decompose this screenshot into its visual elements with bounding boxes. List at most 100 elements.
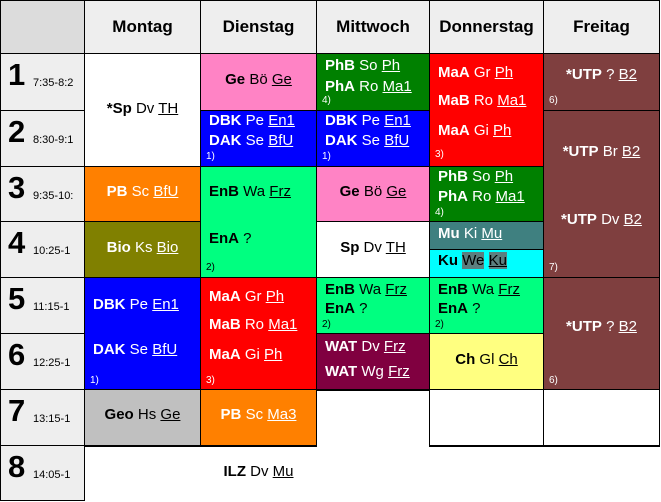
footnote-marker: 2) bbox=[206, 262, 215, 273]
room: B2 bbox=[621, 143, 641, 160]
day-header-montag: Montag bbox=[84, 0, 201, 54]
lesson-line: Bio Ks Bio bbox=[85, 239, 200, 256]
lesson-mi-wat: WAT Dv Frz WAT Wg Frz bbox=[316, 333, 430, 390]
lesson-line: MaB Ro Ma1 bbox=[209, 316, 297, 333]
teacher: Bo bbox=[365, 439, 377, 449]
room: TH bbox=[158, 100, 179, 117]
teacher: Kw bbox=[365, 418, 379, 428]
lesson-mi-dbk: DBK Pe En1 DAK Se BfU 1) bbox=[316, 110, 430, 167]
lesson-mo-dbk: DBK Pe En1 DAK Se BfU 1) bbox=[84, 277, 201, 390]
subject: *SAS bbox=[335, 449, 358, 460]
period-header: 6 12:25-1 bbox=[0, 333, 85, 390]
subject: EnA bbox=[209, 230, 239, 247]
teacher: Gi bbox=[244, 346, 260, 363]
room: TH bbox=[387, 407, 399, 418]
subject: MaA bbox=[209, 288, 241, 305]
room: BfU bbox=[384, 132, 410, 149]
room: En3 bbox=[387, 481, 404, 491]
empty-slot bbox=[429, 445, 544, 447]
period-time: 11:15-1 bbox=[33, 301, 70, 313]
lesson-mi-sp: Sp Dv TH bbox=[316, 221, 430, 278]
lesson-line: EnB Wa Frz bbox=[438, 281, 520, 298]
empty-slot bbox=[543, 389, 660, 446]
lesson-line: DBK Pe En1 bbox=[325, 112, 411, 129]
lesson-line: *UTP ? B2 bbox=[544, 66, 659, 83]
subject: *SAS bbox=[335, 460, 358, 470]
lesson-mo-ler: LER Wg Frz LER Wa Frz bbox=[84, 445, 201, 492]
period-time: 14:05-1 bbox=[33, 469, 71, 481]
subject: WAT bbox=[325, 338, 358, 355]
teacher: Pe bbox=[129, 296, 149, 313]
lesson-do-ch: Ch Gl Ch bbox=[429, 333, 544, 390]
subject: DBK bbox=[93, 296, 126, 313]
teacher: Wa bbox=[243, 183, 266, 200]
teacher: Bö bbox=[363, 183, 383, 200]
period-number: 7 bbox=[8, 393, 26, 428]
teacher: ? bbox=[243, 230, 252, 247]
lesson-do-ph: PhB So Ph PhA Ro Ma1 4) bbox=[429, 166, 544, 222]
room: Frz bbox=[388, 363, 410, 380]
period-number: 8 bbox=[8, 449, 26, 484]
sas-entry: *SAS Co En3 bbox=[335, 481, 409, 492]
subject: *SAS bbox=[335, 397, 358, 407]
teacher: Sc bbox=[131, 183, 150, 200]
teacher: ? bbox=[472, 300, 481, 317]
footnote-marker: 2) bbox=[435, 319, 444, 330]
period-header: 5 11:15-1 bbox=[0, 277, 85, 334]
subject: Ch bbox=[455, 351, 476, 368]
footnote-marker: 1) bbox=[322, 151, 331, 162]
lesson-line: EnA ? bbox=[325, 300, 368, 317]
teacher: Ki bbox=[463, 225, 478, 242]
lesson-di-ma: MaA Gr Ph MaB Ro Ma1 MaA Gi Ph 3) bbox=[200, 277, 317, 390]
teacher: Wa bbox=[472, 281, 495, 298]
teacher: Se bbox=[129, 341, 149, 358]
room: B2 bbox=[618, 318, 637, 335]
lesson-line: DBK Pe En1 bbox=[209, 112, 295, 129]
lesson-line: Mu Ki Mu bbox=[438, 225, 502, 242]
room: Ph bbox=[387, 397, 399, 407]
lesson-di-pb: PB Sc Ma3 bbox=[200, 389, 317, 446]
teacher: Bö bbox=[249, 71, 268, 88]
lesson-line: MaA Gi Ph bbox=[438, 122, 511, 139]
period-time: 8:30-9:1 bbox=[33, 134, 74, 146]
room: Frz bbox=[269, 183, 291, 200]
subject: Ku bbox=[438, 252, 458, 269]
period-header: 2 8:30-9:1 bbox=[0, 110, 85, 167]
subject: *UTP bbox=[561, 211, 597, 228]
subject: PB bbox=[220, 406, 242, 423]
lesson-do-ma: MaA Gr Ph MaB Ro Ma1 MaA Gi Ph 3) bbox=[429, 53, 544, 167]
teacher: Gl bbox=[479, 351, 495, 368]
teacher: Wg bbox=[361, 363, 384, 380]
lesson-line: LER Wg Frz bbox=[85, 449, 200, 466]
subject: DAK bbox=[209, 132, 242, 149]
subject: *SAS bbox=[335, 481, 358, 491]
room: Ch bbox=[498, 351, 518, 368]
room: Ge bbox=[160, 406, 181, 423]
subject: PhA bbox=[325, 78, 355, 95]
lesson-line: MaA Gr Ph bbox=[438, 64, 513, 81]
footnote-marker: 3) bbox=[206, 375, 215, 386]
teacher: Ro bbox=[473, 92, 494, 109]
room: Ma1 bbox=[382, 78, 412, 95]
teacher: Co bbox=[365, 481, 377, 491]
day-header-dienstag: Dienstag bbox=[200, 0, 317, 54]
lesson-line: PB Sc Ma3 bbox=[201, 406, 316, 423]
sas-entry: *SAS Ki Mu bbox=[335, 429, 409, 440]
footnote-marker: 1) bbox=[206, 151, 215, 162]
lesson-line: PhA Ro Ma1 bbox=[325, 78, 412, 95]
teacher: Ks bbox=[134, 239, 153, 256]
subject: *SAS bbox=[335, 470, 358, 481]
lesson-line: DAK Se BfU bbox=[209, 132, 293, 149]
teacher: Gl bbox=[365, 407, 375, 418]
lesson-line: PhA Ro Ma1 bbox=[438, 188, 525, 205]
teacher: Pe bbox=[245, 112, 265, 129]
teacher: Gr bbox=[244, 288, 262, 305]
lesson-mi-ph: PhB So Ph PhA Ro Ma1 4) bbox=[316, 53, 430, 111]
lesson-line: Sp Dv TH bbox=[317, 239, 429, 256]
lesson-line: EnB Wa Frz bbox=[209, 183, 291, 200]
teacher: Wa bbox=[359, 281, 382, 298]
subject: PhB bbox=[325, 57, 355, 74]
subject: DAK bbox=[93, 341, 126, 358]
room: BfU bbox=[268, 132, 294, 149]
